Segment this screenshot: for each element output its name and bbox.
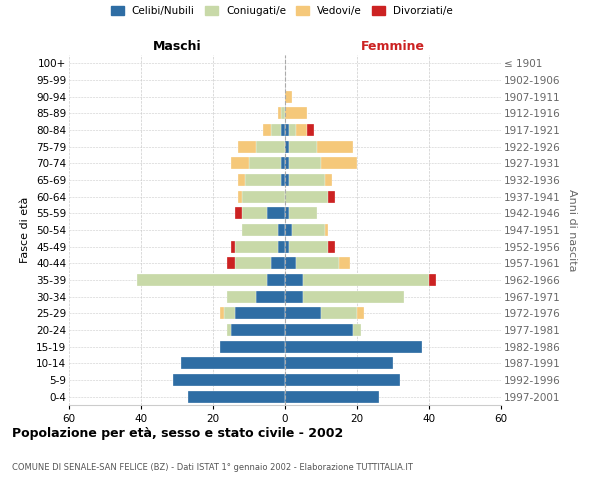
- Bar: [303, 290, 404, 302]
- Bar: [328, 240, 335, 252]
- Bar: [278, 240, 285, 252]
- Bar: [285, 390, 379, 402]
- Bar: [263, 124, 271, 136]
- Bar: [281, 124, 285, 136]
- Bar: [281, 108, 285, 120]
- Text: Popolazione per età, sesso e stato civile - 2002: Popolazione per età, sesso e stato civil…: [12, 428, 343, 440]
- Bar: [231, 158, 249, 170]
- Legend: Celibi/Nubili, Coniugati/e, Vedovi/e, Divorziati/e: Celibi/Nubili, Coniugati/e, Vedovi/e, Di…: [107, 2, 457, 21]
- Bar: [235, 308, 285, 320]
- Bar: [227, 290, 256, 302]
- Bar: [220, 340, 285, 352]
- Bar: [281, 174, 285, 186]
- Text: Maschi: Maschi: [152, 40, 202, 52]
- Bar: [285, 140, 289, 152]
- Bar: [285, 258, 296, 270]
- Bar: [321, 308, 357, 320]
- Bar: [296, 258, 339, 270]
- Y-axis label: Fasce di età: Fasce di età: [20, 197, 31, 263]
- Bar: [289, 240, 328, 252]
- Bar: [357, 308, 364, 320]
- Bar: [267, 274, 285, 286]
- Bar: [285, 358, 393, 370]
- Bar: [281, 158, 285, 170]
- Bar: [238, 190, 242, 202]
- Bar: [289, 140, 317, 152]
- Bar: [256, 290, 285, 302]
- Bar: [285, 274, 303, 286]
- Bar: [238, 140, 256, 152]
- Bar: [285, 124, 289, 136]
- Bar: [278, 224, 285, 236]
- Bar: [289, 124, 296, 136]
- Bar: [188, 390, 285, 402]
- Bar: [181, 358, 285, 370]
- Text: Femmine: Femmine: [361, 40, 425, 52]
- Bar: [249, 158, 281, 170]
- Bar: [285, 90, 292, 102]
- Bar: [242, 208, 267, 220]
- Bar: [242, 190, 285, 202]
- Bar: [325, 224, 328, 236]
- Bar: [285, 374, 400, 386]
- Bar: [289, 158, 321, 170]
- Bar: [235, 208, 242, 220]
- Bar: [235, 258, 271, 270]
- Bar: [242, 224, 278, 236]
- Bar: [173, 374, 285, 386]
- Bar: [235, 240, 278, 252]
- Bar: [292, 224, 325, 236]
- Bar: [271, 124, 281, 136]
- Bar: [278, 108, 281, 120]
- Bar: [285, 308, 321, 320]
- Bar: [325, 174, 332, 186]
- Bar: [317, 140, 353, 152]
- Bar: [328, 190, 335, 202]
- Bar: [267, 208, 285, 220]
- Bar: [271, 258, 285, 270]
- Bar: [285, 290, 303, 302]
- Text: COMUNE DI SENALE-SAN FELICE (BZ) - Dati ISTAT 1° gennaio 2002 - Elaborazione TUT: COMUNE DI SENALE-SAN FELICE (BZ) - Dati …: [12, 462, 413, 471]
- Bar: [285, 240, 289, 252]
- Bar: [227, 324, 231, 336]
- Bar: [296, 124, 307, 136]
- Bar: [245, 174, 281, 186]
- Bar: [339, 258, 350, 270]
- Bar: [256, 140, 285, 152]
- Bar: [285, 174, 289, 186]
- Bar: [224, 308, 235, 320]
- Bar: [429, 274, 436, 286]
- Bar: [231, 324, 285, 336]
- Bar: [321, 158, 357, 170]
- Bar: [285, 340, 422, 352]
- Bar: [231, 240, 235, 252]
- Y-axis label: Anni di nascita: Anni di nascita: [567, 188, 577, 271]
- Bar: [289, 208, 317, 220]
- Bar: [285, 190, 328, 202]
- Bar: [289, 174, 325, 186]
- Bar: [285, 158, 289, 170]
- Bar: [227, 258, 235, 270]
- Bar: [285, 324, 353, 336]
- Bar: [303, 274, 429, 286]
- Bar: [307, 124, 314, 136]
- Bar: [220, 308, 224, 320]
- Bar: [137, 274, 267, 286]
- Bar: [285, 108, 307, 120]
- Bar: [285, 224, 292, 236]
- Bar: [353, 324, 361, 336]
- Bar: [285, 208, 289, 220]
- Bar: [238, 174, 245, 186]
